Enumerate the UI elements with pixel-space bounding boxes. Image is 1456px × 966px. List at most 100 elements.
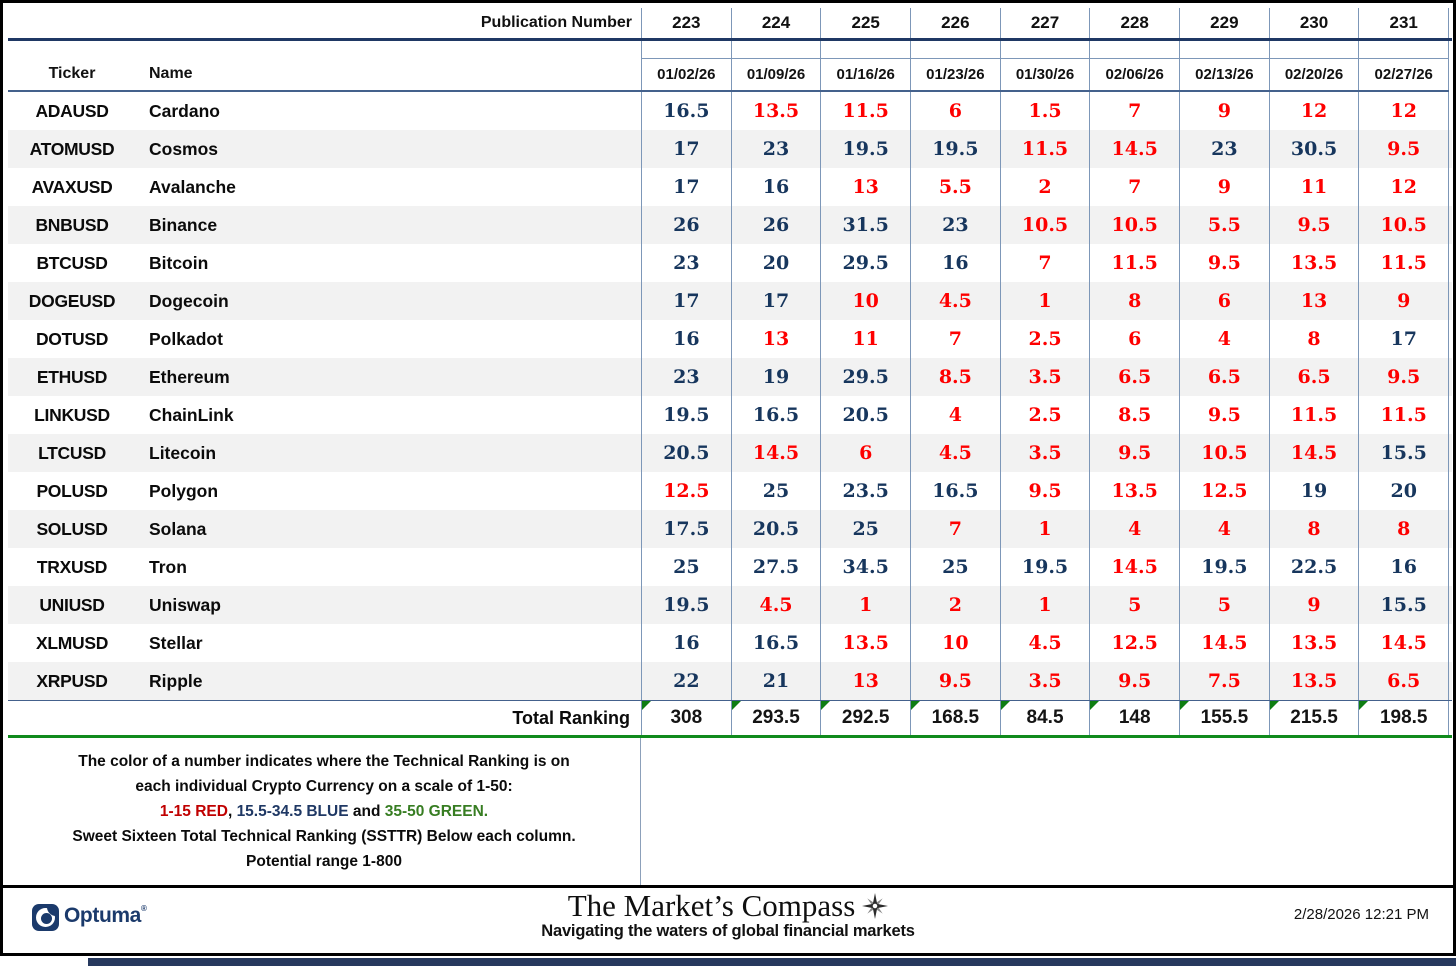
ranking-value-cell: 11.5 [1359,396,1450,434]
total-ranking-cell: 198.5 [1359,701,1450,735]
date-cell: 01/30/26 [1001,59,1091,90]
row-values: 25 27.5 34.5 25 19.5 14.5 19.5 22.5 16 [641,548,1450,586]
date-cell: 02/13/26 [1180,59,1270,90]
legend-section: The color of a number indicates where th… [8,738,1452,898]
ranking-value-cell: 6.5 [1180,358,1270,396]
ranking-value-cell: 3.5 [1001,358,1091,396]
bottom-edge-bar [88,958,1456,966]
ranking-value-cell: 13 [732,320,822,358]
ranking-value-cell: 25 [732,472,822,510]
ranking-value-cell: 7.5 [1180,662,1270,700]
ranking-value-cell: 6 [911,92,1001,130]
name-column-header: Name [149,65,193,82]
ranking-value-cell: 12.5 [642,472,732,510]
cell-corner-marker [1269,701,1279,710]
row-values: 17 23 19.5 19.5 11.5 14.5 23 30.5 9.5 [641,130,1450,168]
ranking-value-cell: 19.5 [642,586,732,624]
ranking-value-cell: 25 [911,548,1001,586]
ranking-value-cell: 12.5 [1090,624,1181,662]
ranking-value-cell: 16.5 [732,624,822,662]
publication-numbers: 223 224 225 226 227 228 229 230 231 [641,8,1450,38]
ranking-value-cell: 17 [642,282,732,320]
ranking-value-cell: 1.5 [1001,92,1091,130]
footer: Optuma® The Market’s Compass Navigating … [3,885,1453,943]
row-label-zone: SOLUSD Solana [8,510,641,548]
name-cell: Avalanche [149,176,236,197]
ranking-value-cell: 23 [732,130,822,168]
date-cell: 02/27/26 [1359,59,1450,90]
total-ranking-cell: 308 [642,701,732,735]
cell-corner-marker [821,701,831,710]
date-cell: 02/06/26 [1090,59,1181,90]
ranking-value-cell: 10.5 [1359,206,1450,244]
ranking-value-cell: 31.5 [821,206,912,244]
ticker-cell: ATOMUSD [29,138,115,159]
ranking-value-cell: 6.5 [1359,662,1450,700]
table-row: ETHUSD Ethereum 23 19 29.5 8.5 3.5 6.5 6.5 6.5 9.5 [8,358,1452,396]
legend-line-5: Potential range 1-800 [246,852,402,870]
ranking-value-cell: 4.5 [732,586,822,624]
ranking-value-cell: 22 [642,662,732,700]
ranking-value-cell: 5 [1090,586,1181,624]
ranking-value-cell: 12.5 [1180,472,1270,510]
publication-number-cell: 227 [1001,8,1091,38]
legend-color-segment: , [227,802,237,820]
masthead-subtitle: Navigating the waters of global financia… [541,922,915,940]
publication-header-row: Publication Number 223 224 225 226 227 228 229… [8,8,1452,38]
ranking-value-cell: 8 [1359,510,1450,548]
ranking-value-cell: 8.5 [911,358,1001,396]
ranking-value-cell: 11.5 [1270,396,1360,434]
row-values: 16 13 11 7 2.5 6 4 8 17 [641,320,1450,358]
spacer-cell [731,41,822,59]
row-label-zone: LTCUSD Litecoin [8,434,641,472]
spacer-cells [641,41,1450,59]
ranking-value-cell: 16.5 [732,396,822,434]
ranking-value-cell: 12 [1270,92,1360,130]
table-row: TRXUSD Tron 25 27.5 34.5 25 19.5 14.5 19.5 22.5 16 [8,548,1452,586]
ranking-value-cell: 9.5 [911,662,1001,700]
ranking-value-cell: 4.5 [911,434,1001,472]
table-row: POLUSD Polygon 12.5 25 23.5 16.5 9.5 13.5 12.5 19… [8,472,1452,510]
name-cell: Dogecoin [149,290,229,311]
ticker-cell: ADAUSD [35,100,109,121]
row-label-zone: DOTUSD Polkadot [8,320,641,358]
ranking-value-cell: 19.5 [911,130,1001,168]
ranking-value-cell: 13.5 [732,92,822,130]
ranking-value-cell: 10 [911,624,1001,662]
ticker-cell: DOGEUSD [28,290,116,311]
ranking-value-cell: 9 [1180,168,1270,206]
ranking-value-cell: 20.5 [642,434,732,472]
table-row: DOTUSD Polkadot 16 13 11 7 2.5 6 4 8 17 [8,320,1452,358]
legend-color-segment: and [348,802,385,820]
ranking-value-cell: 4 [1090,510,1181,548]
name-cell: ChainLink [149,404,234,425]
total-ranking-cell: 215.5 [1269,701,1360,735]
cell-corner-marker [642,701,651,710]
spacer-cell [1000,41,1091,59]
ticker-cell: XRPUSD [36,670,108,691]
ticker-cell: DOTUSD [35,328,109,349]
ranking-value-cell: 6 [1090,320,1181,358]
ranking-value-cell: 10 [821,282,912,320]
ranking-value-cell: 19.5 [821,130,912,168]
ranking-value-cell: 17 [642,130,732,168]
row-values: 23 19 29.5 8.5 3.5 6.5 6.5 6.5 9.5 [641,358,1450,396]
name-cell: Cardano [149,100,220,121]
publication-number-cell: 231 [1359,8,1450,38]
row-values: 19.5 4.5 1 2 1 5 5 9 15.5 [641,586,1450,624]
ranking-value-cell: 5.5 [1180,206,1270,244]
row-label-zone: TRXUSD Tron [8,548,641,586]
ticker-cell: BNBUSD [35,214,109,235]
ranking-value-cell: 21 [732,662,822,700]
date-cell: 02/20/26 [1270,59,1360,90]
spacer-cell [821,41,912,59]
ranking-value-cell: 16 [642,320,732,358]
header-divider [8,38,1452,41]
ranking-value-cell: 11.5 [821,92,912,130]
ranking-value-cell: 19.5 [642,396,732,434]
ranking-value-cell: 15.5 [1359,434,1450,472]
ranking-value-cell: 9.5 [1180,396,1270,434]
ranking-value-cell: 26 [642,206,732,244]
ranking-value-cell: 11 [821,320,912,358]
table-row: LINKUSD ChainLink 19.5 16.5 20.5 4 2.5 8.5 9.5 11… [8,396,1452,434]
